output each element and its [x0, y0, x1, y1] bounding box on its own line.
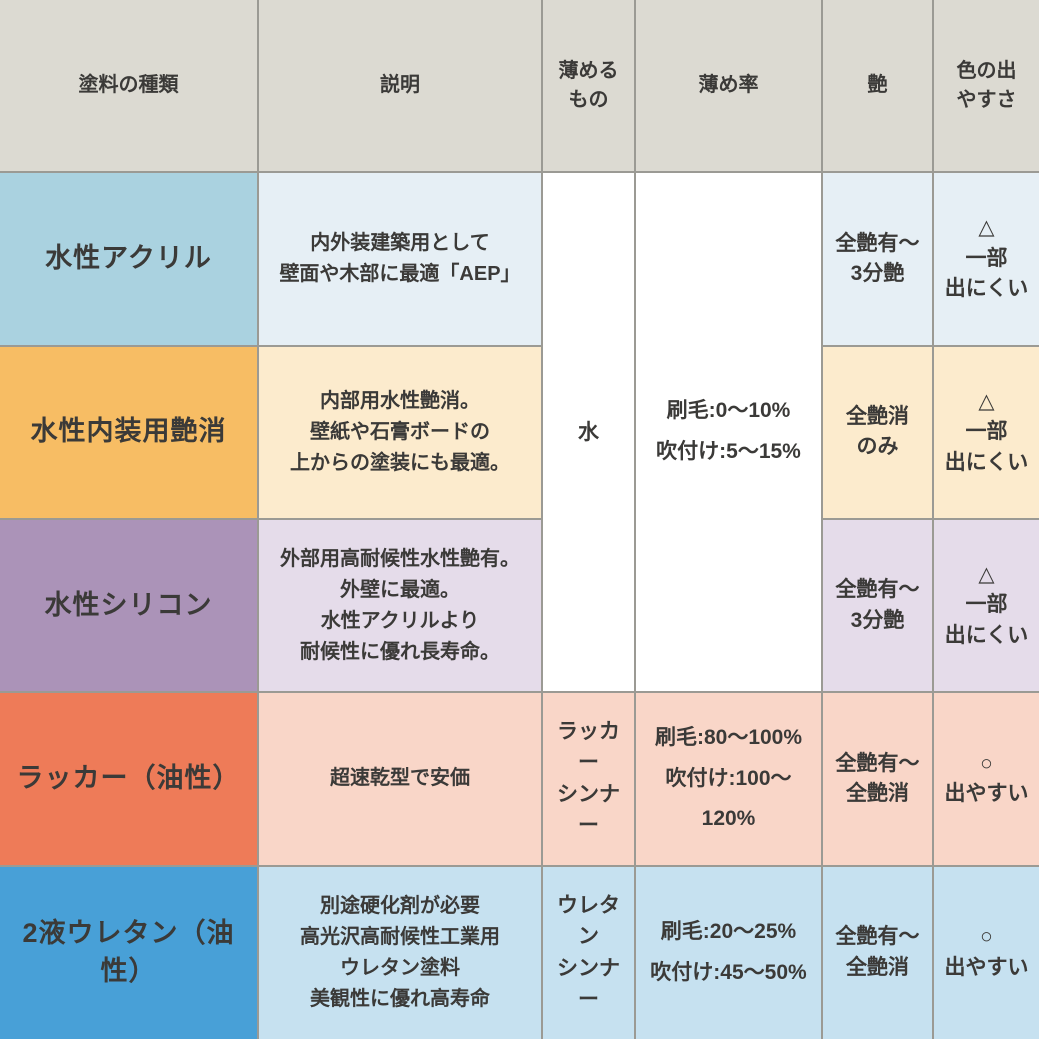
description-cell: 内部用水性艶消。 壁紙や石膏ボードの 上からの塗装にも最適。: [257, 344, 543, 520]
header-cell-thinner: 薄める もの: [541, 0, 636, 174]
gloss-cell: 全艶有〜 3分艶: [821, 517, 934, 694]
color-ease-cell: △ 一部 出にくい: [932, 344, 1039, 520]
table-row-lacquer: ラッカー（油性） 超速乾型で安価 ラッカー シンナー 刷毛:80〜100% 吹付…: [0, 691, 1039, 867]
table-row-urethane: 2液ウレタン（油性） 別途硬化剤が必要 高光沢高耐候性工業用 ウレタン塗料 美観…: [0, 864, 1039, 1039]
paint-name-cell: 水性内装用艶消: [0, 344, 259, 520]
header-cell-paint-type: 塗料の種類: [0, 0, 259, 174]
header-cell-description: 説明: [257, 0, 543, 174]
paint-name-cell: ラッカー（油性）: [0, 691, 259, 867]
paint-name-cell: 2液ウレタン（油性）: [0, 864, 259, 1039]
table-row-water-silicone: 水性シリコン 外部用高耐候性水性艶有。 外壁に最適。 水性アクリルより 耐候性に…: [0, 517, 1039, 694]
paint-name-cell: 水性アクリル: [0, 171, 259, 347]
ratio-cell-water-merged: 刷毛:0〜10% 吹付け:5〜15%: [634, 171, 823, 694]
description-cell: 超速乾型で安価: [257, 691, 543, 867]
header-cell-gloss: 艶: [821, 0, 934, 174]
color-ease-cell: △ 一部 出にくい: [932, 171, 1039, 347]
ratio-cell: 刷毛:80〜100% 吹付け:100〜120%: [634, 691, 823, 867]
gloss-cell: 全艶消 のみ: [821, 344, 934, 520]
gloss-cell: 全艶有〜 3分艶: [821, 171, 934, 347]
table-header-row: 塗料の種類 説明 薄める もの 薄め率 艶 色の出 やすさ: [0, 0, 1039, 174]
table-row-water-interior-matte: 水性内装用艶消 内部用水性艶消。 壁紙や石膏ボードの 上からの塗装にも最適。 全…: [0, 344, 1039, 520]
color-ease-cell: ○ 出やすい: [932, 691, 1039, 867]
thinner-cell: ラッカー シンナー: [541, 691, 636, 867]
color-ease-cell: ○ 出やすい: [932, 864, 1039, 1039]
header-cell-ratio: 薄め率: [634, 0, 823, 174]
header-cell-color-ease: 色の出 やすさ: [932, 0, 1039, 174]
thinner-cell: ウレタン シンナー: [541, 864, 636, 1039]
paint-name-cell: 水性シリコン: [0, 517, 259, 694]
table-row-water-acrylic: 水性アクリル 内外装建築用として 壁面や木部に最適「AEP」 水 刷毛:0〜10…: [0, 171, 1039, 694]
gloss-cell: 全艶有〜 全艶消: [821, 864, 934, 1039]
description-cell: 内外装建築用として 壁面や木部に最適「AEP」: [257, 171, 543, 347]
description-cell: 外部用高耐候性水性艶有。 外壁に最適。 水性アクリルより 耐候性に優れ長寿命。: [257, 517, 543, 694]
ratio-cell: 刷毛:20〜25% 吹付け:45〜50%: [634, 864, 823, 1039]
thinner-cell-water-merged: 水: [541, 171, 636, 694]
description-cell: 別途硬化剤が必要 高光沢高耐候性工業用 ウレタン塗料 美観性に優れ高寿命: [257, 864, 543, 1039]
gloss-cell: 全艶有〜 全艶消: [821, 691, 934, 867]
color-ease-cell: △ 一部 出にくい: [932, 517, 1039, 694]
